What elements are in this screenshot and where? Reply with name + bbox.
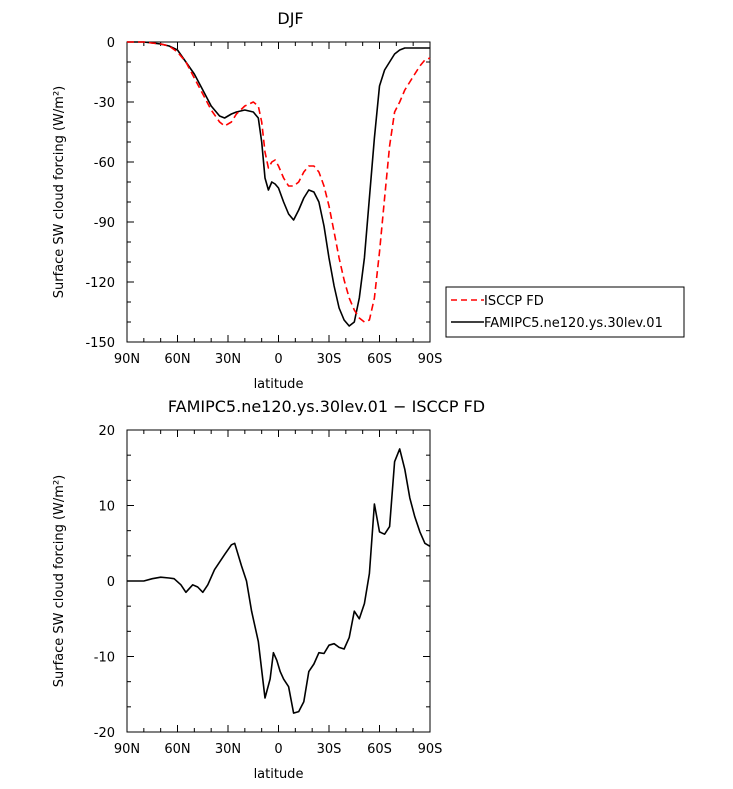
- bottom-chart-title: FAMIPC5.ne120.ys.30lev.01 − ISCCP FD: [168, 397, 485, 416]
- x-tick-label: 60N: [164, 742, 190, 757]
- series-line-first: [127, 448, 431, 714]
- x-tick-label: 0: [274, 742, 282, 757]
- y-tick-label: -30: [94, 96, 115, 111]
- x-tick-label: 90S: [418, 742, 443, 757]
- series-line-second: [127, 41, 430, 327]
- x-tick-label: 90N: [114, 352, 140, 367]
- legend: ISCCP FD FAMIPC5.ne120.ys.30lev.01: [445, 286, 685, 338]
- x-tick-label: 30N: [215, 352, 241, 367]
- bottom-plot-frame: [126, 429, 431, 733]
- x-tick-label: 90S: [418, 352, 443, 367]
- series-line-first: [127, 41, 431, 323]
- y-tick-label: 0: [107, 575, 115, 590]
- y-tick-label: -10: [94, 651, 115, 666]
- y-tick-label: 10: [98, 500, 115, 515]
- top-chart-title: DJF: [277, 9, 303, 28]
- x-tick-label: 30N: [215, 742, 241, 757]
- y-tick-label: -150: [85, 336, 115, 351]
- y-tick-label: -90: [94, 216, 115, 231]
- legend-label-isccp: ISCCP FD: [484, 294, 544, 309]
- x-tick-label: 90N: [114, 742, 140, 757]
- top-y-axis-label: Surface SW cloud forcing (W/m²): [52, 86, 67, 298]
- y-tick-label: -120: [85, 276, 115, 291]
- x-tick-label: 60S: [367, 742, 392, 757]
- bottom-panel: FAMIPC5.ne120.ys.30lev.01 − ISCCP FD Sur…: [52, 397, 485, 782]
- x-tick-label: 30S: [317, 352, 342, 367]
- y-tick-label: -60: [94, 156, 115, 171]
- top-plot-frame: [126, 41, 431, 343]
- x-tick-label: 60N: [164, 352, 190, 367]
- x-tick-label: 30S: [317, 742, 342, 757]
- bottom-y-axis-label: Surface SW cloud forcing (W/m²): [52, 475, 67, 687]
- legend-label-famipc5: FAMIPC5.ne120.ys.30lev.01: [484, 316, 663, 331]
- bottom-x-axis-label: latitude: [254, 767, 304, 782]
- legend-box: [445, 286, 685, 338]
- x-tick-label: 60S: [367, 352, 392, 367]
- top-x-axis-label: latitude: [254, 377, 304, 392]
- y-tick-label: 0: [107, 36, 115, 51]
- y-tick-label: -20: [94, 726, 115, 741]
- y-tick-label: 20: [98, 424, 115, 439]
- x-tick-label: 0: [274, 352, 282, 367]
- top-panel: DJF Surface SW cloud forcing (W/m²) lati…: [52, 9, 442, 392]
